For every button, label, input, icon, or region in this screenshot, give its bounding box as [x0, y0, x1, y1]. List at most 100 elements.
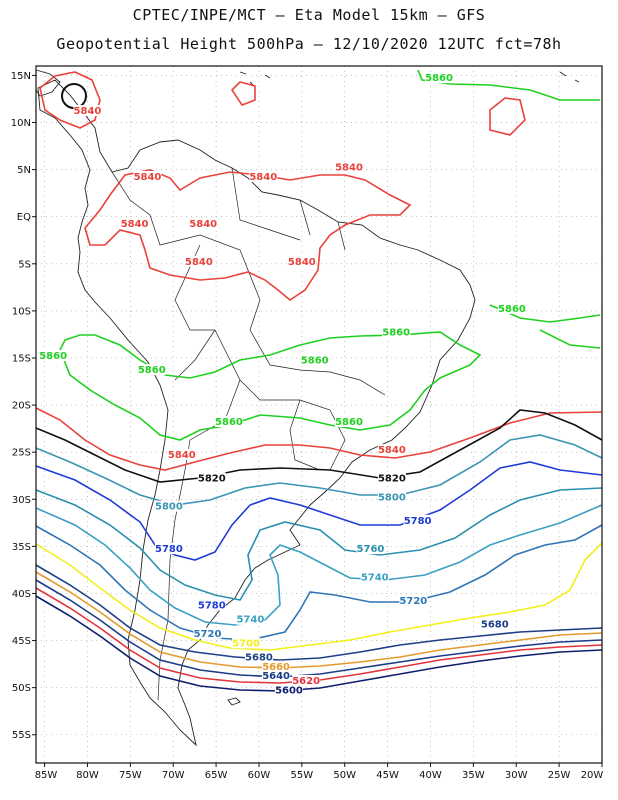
contour-label-5860: 5860 [215, 417, 243, 428]
lat-tick-label: 30S [12, 495, 31, 506]
lat-tick-label: 40S [12, 589, 31, 600]
lon-tick-label: 85W [35, 770, 58, 781]
contour-5760 [35, 487, 603, 601]
contour-label-5840: 5840 [249, 172, 277, 183]
lat-tick-label: 5N [17, 165, 31, 176]
contour-label-5860: 5860 [498, 304, 526, 315]
contour-label-5840: 5840 [185, 257, 213, 268]
contour-label-background [377, 491, 406, 503]
contour-label-5660: 5660 [262, 662, 290, 673]
map-subtitle: Geopotential Height 500hPa – 12/10/2020 … [56, 35, 562, 53]
caribbean-islands [239, 71, 580, 87]
lon-tick-label: 60W [248, 770, 271, 781]
contour-label-background [287, 255, 316, 267]
lat-tick-label: 50S [12, 683, 31, 694]
contour-label-5740: 5740 [361, 572, 389, 583]
contour-label-background [236, 613, 265, 625]
contour-label-5840: 5840 [121, 219, 149, 230]
contour-label-background [120, 218, 149, 230]
contour-label-background [300, 354, 329, 366]
contour-label-5680: 5680 [481, 619, 509, 630]
map-title: CPTEC/INPE/MCT – Eta Model 15km – GFS [132, 6, 486, 24]
contour-label-5860: 5860 [335, 417, 363, 428]
contour-label-5800: 5800 [378, 492, 406, 503]
contour-5640 [35, 579, 603, 678]
contour-label-5800: 5800 [155, 502, 183, 513]
contour-5840-amazon [84, 169, 412, 301]
central-america-coastline [35, 69, 61, 97]
contour-closed-low [61, 83, 88, 109]
contour-5840-atlantic-cell [489, 97, 526, 136]
contour-5680 [35, 564, 603, 661]
geopotential-contours [35, 69, 603, 692]
contour-label-background [382, 326, 411, 338]
contour-label-background [480, 618, 509, 630]
lat-tick-label: 55S [12, 730, 31, 741]
contour-5660 [35, 571, 603, 669]
contour-label-background [214, 415, 243, 427]
contour-label-background [197, 599, 226, 611]
contour-label-5740: 5740 [236, 615, 264, 626]
lon-tick-label: 65W [205, 770, 228, 781]
contour-5860-north [417, 69, 600, 101]
contour-5820 [35, 409, 603, 483]
contour-label-5780: 5780 [404, 516, 432, 527]
lon-tick-label: 80W [76, 770, 99, 781]
contour-label-background [262, 670, 291, 682]
lat-tick-label: 15N [11, 71, 31, 82]
contour-label-background [154, 500, 183, 512]
south-america-coastline [37, 79, 476, 747]
lon-tick-label: 45W [376, 770, 399, 781]
contour-labels: 5860 5860 5860 5860 5860 5860 5860 5860 5840 5840… [39, 72, 526, 696]
lon-tick-label: 20W [581, 770, 604, 781]
contour-label-5600: 5600 [275, 685, 303, 696]
contour-label-5760: 5760 [357, 544, 385, 555]
lat-tick-label: 5S [18, 259, 31, 270]
contour-label-5860: 5860 [425, 73, 453, 84]
contour-label-5720: 5720 [399, 596, 427, 607]
map-axes: 15N 10N 5N EQ 5S 10S 15S 20S 25S 30S 35S 40S 45S 50S 5… [11, 71, 604, 781]
contour-label-5700: 5700 [232, 638, 260, 649]
contour-label-5860: 5860 [138, 365, 166, 376]
contour-label-background [189, 218, 218, 230]
contour-label-5840: 5840 [288, 257, 316, 268]
lon-tick-label: 50W [333, 770, 356, 781]
lat-tick-label: 20S [12, 401, 31, 412]
contour-label-5820: 5820 [378, 473, 406, 484]
contour-label-background [356, 543, 385, 555]
lat-tick-label: 25S [12, 448, 31, 459]
contour-label-5640: 5640 [262, 671, 290, 682]
contour-5720 [35, 524, 603, 641]
contour-5840-island-cell [230, 81, 256, 106]
contour-label-5720: 5720 [194, 629, 222, 640]
coastlines-borders [35, 69, 580, 747]
lat-tick-label: 10N [11, 118, 31, 129]
contour-label-background [292, 674, 321, 686]
contour-5840-caribbean [39, 71, 101, 129]
lon-tick-label: 55W [291, 770, 314, 781]
contour-label-5820: 5820 [198, 473, 226, 484]
lat-tick-label: 10S [12, 306, 31, 317]
contour-label-background [399, 594, 428, 606]
contour-label-background [335, 161, 364, 173]
lon-tick-label: 70W [162, 770, 185, 781]
contour-label-background [197, 472, 226, 484]
contour-label-background [262, 660, 291, 672]
falkland-islands [227, 697, 241, 706]
lon-tick-label: 75W [119, 770, 142, 781]
lon-tick-label: 25W [548, 770, 571, 781]
contour-label-5840: 5840 [378, 445, 406, 456]
contour-label-background [167, 448, 196, 460]
contour-label-5680: 5680 [245, 652, 273, 663]
contour-5700 [35, 542, 603, 651]
lon-tick-label: 40W [419, 770, 442, 781]
contour-label-background [360, 571, 389, 583]
contour-label-5620: 5620 [292, 676, 320, 687]
contour-label-background [184, 255, 213, 267]
contour-label-background [425, 72, 454, 84]
map-frame [35, 65, 603, 764]
lat-tick-label: EQ [17, 212, 31, 223]
contour-label-background [73, 105, 102, 117]
contour-label-background [335, 415, 364, 427]
contour-label-5840: 5840 [168, 450, 196, 461]
